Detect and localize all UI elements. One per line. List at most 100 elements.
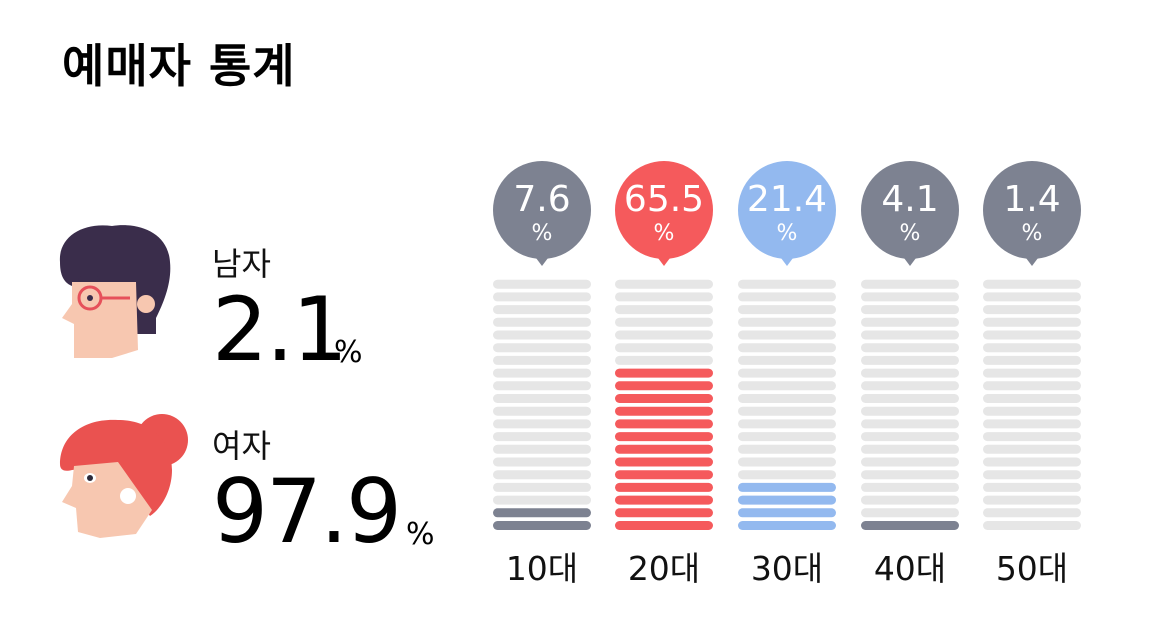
bar-segment-empty (861, 292, 959, 302)
bar-segment-empty (493, 444, 591, 454)
male-percent-unit: % (334, 335, 363, 370)
bar-segment-empty (983, 394, 1081, 403)
bar-segment-filled (615, 419, 713, 429)
age-column: 4.1% 40대 (861, 161, 959, 588)
value-unit-label: % (777, 221, 798, 246)
bar-segment-empty (983, 279, 1081, 289)
bar-segment-empty (738, 292, 836, 302)
bar-segment-empty (493, 279, 591, 289)
bar-segment-filled (615, 368, 713, 378)
bar-segment-empty (983, 343, 1081, 353)
bar-segment-empty (861, 279, 959, 289)
bar-segment-empty (861, 444, 959, 454)
bar-segment-filled (861, 521, 959, 530)
bar-segment-empty (983, 368, 1081, 378)
bar-segment-empty (861, 419, 959, 429)
category-label: 30대 (751, 549, 823, 588)
bar-segment-empty (738, 279, 836, 289)
bar-segment-empty (615, 279, 713, 289)
bar-segment-empty (738, 457, 836, 467)
bar-segment-filled (493, 521, 591, 530)
bar-segment-empty (983, 470, 1081, 480)
bar-segment-empty (861, 368, 959, 378)
value-bubble: 4.1% (861, 161, 959, 266)
bar-segment-empty (493, 394, 591, 403)
bar-segment-filled (615, 444, 713, 454)
bar-segment-filled (738, 508, 836, 518)
bar-segment-filled (615, 521, 713, 530)
bar-segment-empty (493, 355, 591, 365)
bar-segment-empty (861, 495, 959, 505)
male-percentage: 2.1 (212, 278, 348, 381)
bar-segment-empty (493, 381, 591, 391)
bar-segment-empty (983, 305, 1081, 315)
bar-segment-empty (493, 419, 591, 429)
female-avatar-icon (54, 410, 194, 542)
bar-segment-empty (615, 305, 713, 315)
bar-segment-empty (861, 305, 959, 315)
bar-segment-empty (861, 343, 959, 353)
bar-segment-empty (983, 495, 1081, 505)
value-bubble: 7.6% (493, 161, 591, 266)
bar-segment-empty (493, 330, 591, 340)
bar-segment-empty (861, 482, 959, 492)
bar-segment-empty (861, 394, 959, 403)
bar-segment-empty (615, 317, 713, 327)
age-column: 65.5% 20대 (615, 161, 713, 588)
bar-segment-empty (983, 457, 1081, 467)
bar-segment-empty (861, 432, 959, 442)
bar-segment-empty (983, 330, 1081, 340)
bar-segment-filled (615, 457, 713, 467)
bar-segment-filled (615, 495, 713, 505)
bar-segment-empty (983, 419, 1081, 429)
male-label: 남자 (212, 245, 271, 283)
bar-segment-empty (615, 355, 713, 365)
bar-segment-empty (493, 457, 591, 467)
bar-segment-filled (615, 470, 713, 480)
female-label: 여자 (212, 427, 271, 465)
bar-segment-empty (493, 343, 591, 353)
bar-segment-empty (983, 444, 1081, 454)
value-label: 7.6 (513, 179, 570, 220)
value-unit-label: % (532, 221, 553, 246)
bar-segment-empty (493, 292, 591, 302)
value-label: 1.4 (1003, 179, 1060, 220)
bar-segment-empty (738, 317, 836, 327)
age-column: 21.4% 30대 (738, 161, 836, 588)
bar-segment-empty (493, 432, 591, 442)
bar-segment-filled (615, 508, 713, 518)
female-percentage: 97.9 (212, 460, 402, 563)
bar-segment-filled (738, 495, 836, 505)
bar-segment-empty (738, 355, 836, 365)
bar-segment-empty (493, 470, 591, 480)
bar-segment-empty (861, 406, 959, 416)
bar-segment-empty (738, 381, 836, 391)
bar-segment-empty (983, 521, 1081, 530)
bar-segment-empty (738, 419, 836, 429)
bar-segment-filled (738, 521, 836, 530)
female-percent-unit: % (406, 517, 435, 552)
category-label: 50대 (996, 549, 1068, 588)
bar-segment-filled (493, 508, 591, 518)
bar-segment-empty (738, 444, 836, 454)
value-bubble: 21.4% (738, 161, 836, 266)
bar-segment-empty (861, 470, 959, 480)
bar-segment-empty (738, 305, 836, 315)
value-label: 21.4 (747, 179, 827, 220)
page-title: 예매자 통계 (62, 39, 296, 93)
bar-segment-empty (983, 482, 1081, 492)
bar-segment-empty (983, 381, 1081, 391)
bar-segment-empty (983, 317, 1081, 327)
bar-segment-empty (983, 292, 1081, 302)
value-label: 65.5 (624, 179, 704, 220)
value-unit-label: % (654, 221, 675, 246)
value-unit-label: % (900, 221, 921, 246)
bar-segment-empty (983, 432, 1081, 442)
bar-segment-empty (493, 317, 591, 327)
bar-segment-empty (738, 470, 836, 480)
value-label: 4.1 (881, 179, 938, 220)
bar-segment-empty (615, 343, 713, 353)
value-bubble: 65.5% (615, 161, 713, 266)
bar-segment-empty (493, 305, 591, 315)
bar-segment-empty (861, 457, 959, 467)
